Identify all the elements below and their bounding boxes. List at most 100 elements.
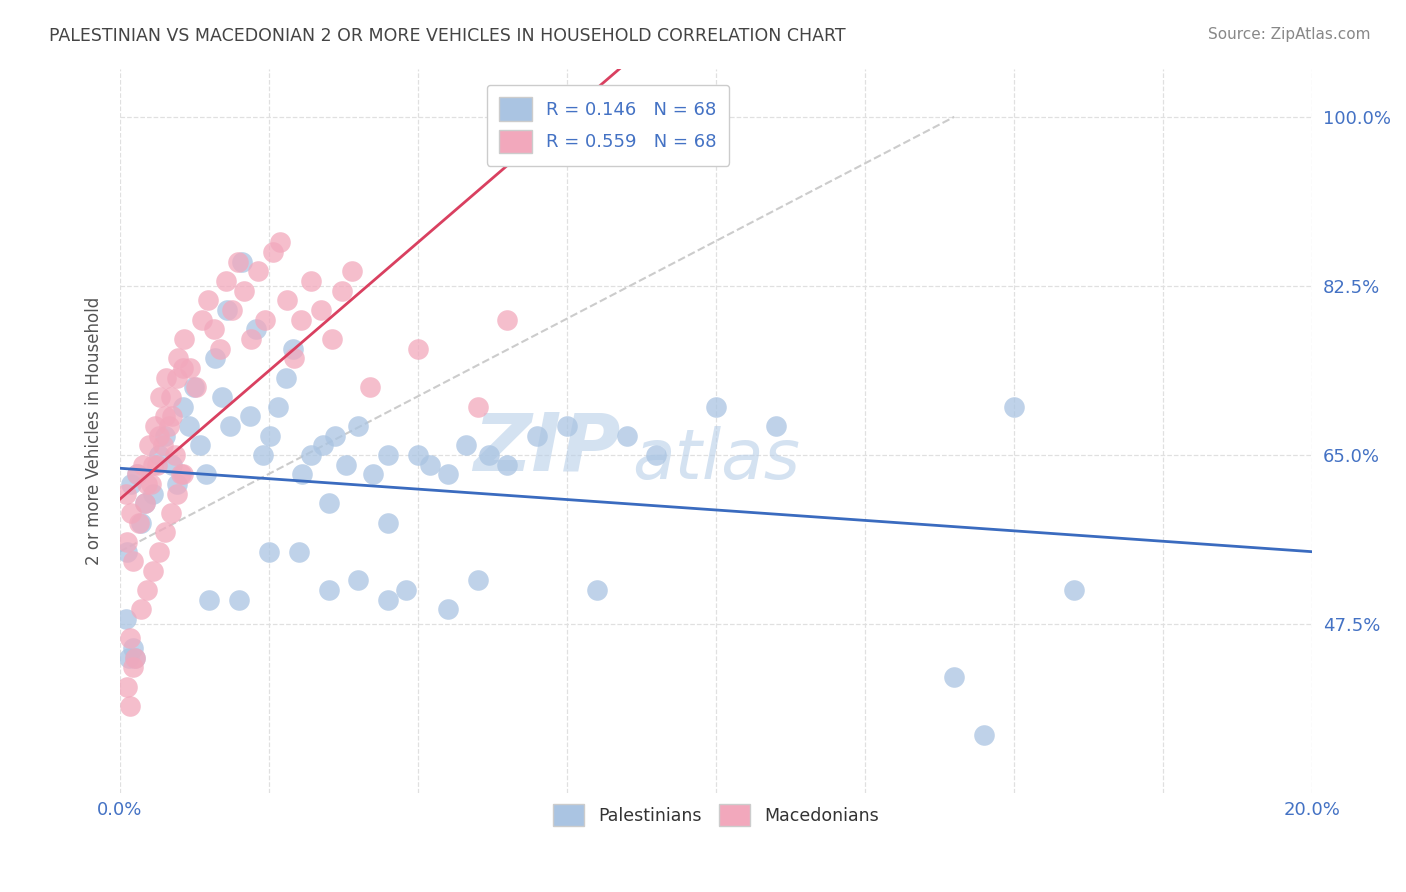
Point (262, 245, 284, 260)
Point (359, 380, 381, 394)
Point (254, 312, 277, 326)
Point (211, 390, 233, 404)
Point (467, 574, 489, 588)
Point (155, 370, 177, 384)
Point (496, 458, 519, 472)
Point (191, 312, 214, 326)
Point (232, 284, 254, 298)
Point (287, 544, 309, 558)
Point (122, 641, 145, 656)
Text: ZIP: ZIP (474, 409, 620, 488)
Point (290, 312, 312, 326)
Point (160, 506, 183, 520)
Point (172, 361, 194, 376)
Point (274, 370, 297, 384)
Point (299, 448, 322, 462)
Point (311, 303, 333, 318)
Point (179, 361, 201, 376)
Point (361, 467, 384, 482)
Point (311, 438, 333, 452)
Point (228, 592, 250, 607)
Point (198, 592, 221, 607)
Point (166, 476, 188, 491)
Point (148, 448, 170, 462)
Point (172, 467, 194, 482)
Point (585, 583, 607, 598)
Text: PALESTINIAN VS MACEDONIAN 2 OR MORE VEHICLES IN HOUSEHOLD CORRELATION CHART: PALESTINIAN VS MACEDONIAN 2 OR MORE VEHI… (49, 27, 846, 45)
Point (124, 650, 146, 665)
Point (454, 438, 477, 452)
Point (342, 264, 364, 278)
Point (347, 419, 370, 434)
Point (209, 342, 232, 356)
Point (148, 428, 170, 442)
Point (283, 351, 305, 366)
Point (118, 650, 141, 665)
Point (406, 342, 429, 356)
Point (142, 486, 165, 500)
Point (124, 650, 146, 665)
Point (163, 448, 186, 462)
Point (136, 583, 159, 598)
Point (217, 303, 239, 318)
Point (323, 428, 346, 442)
Point (142, 564, 165, 578)
Point (152, 438, 174, 452)
Point (138, 438, 160, 452)
Point (276, 293, 298, 308)
Point (202, 322, 225, 336)
Point (240, 332, 263, 346)
Point (139, 476, 162, 491)
Point (157, 419, 180, 434)
Point (131, 602, 153, 616)
Point (134, 496, 156, 510)
Point (118, 632, 141, 646)
Point (118, 699, 141, 714)
Point (1002, 400, 1025, 414)
Point (155, 525, 177, 540)
Point (135, 476, 157, 491)
Point (645, 448, 668, 462)
Point (197, 293, 219, 308)
Point (478, 448, 501, 462)
Point (166, 370, 188, 384)
Point (166, 486, 188, 500)
Legend: Palestinians, Macedonians: Palestinians, Macedonians (544, 796, 887, 835)
Point (765, 419, 787, 434)
Point (149, 390, 172, 404)
Point (247, 264, 270, 278)
Point (131, 458, 153, 472)
Point (159, 390, 181, 404)
Point (146, 458, 169, 472)
Point (436, 602, 458, 616)
Point (153, 409, 176, 424)
Point (467, 400, 489, 414)
Text: Source: ZipAtlas.com: Source: ZipAtlas.com (1208, 27, 1371, 42)
Point (115, 534, 138, 549)
Point (134, 496, 156, 510)
Point (419, 458, 441, 472)
Point (347, 574, 370, 588)
Point (148, 544, 170, 558)
Point (142, 458, 165, 472)
Point (122, 554, 145, 568)
Point (153, 428, 176, 442)
Point (267, 400, 290, 414)
Point (377, 448, 399, 462)
Point (122, 660, 145, 674)
Point (281, 342, 304, 356)
Point (231, 254, 253, 268)
Point (395, 583, 418, 598)
Point (291, 467, 314, 482)
Point (115, 486, 138, 500)
Point (526, 428, 548, 442)
Point (335, 458, 357, 472)
Point (245, 322, 267, 336)
Point (172, 400, 194, 414)
Point (125, 467, 148, 482)
Point (321, 332, 343, 346)
Point (616, 428, 638, 442)
Point (318, 496, 340, 510)
Point (186, 380, 208, 394)
Point (704, 400, 727, 414)
